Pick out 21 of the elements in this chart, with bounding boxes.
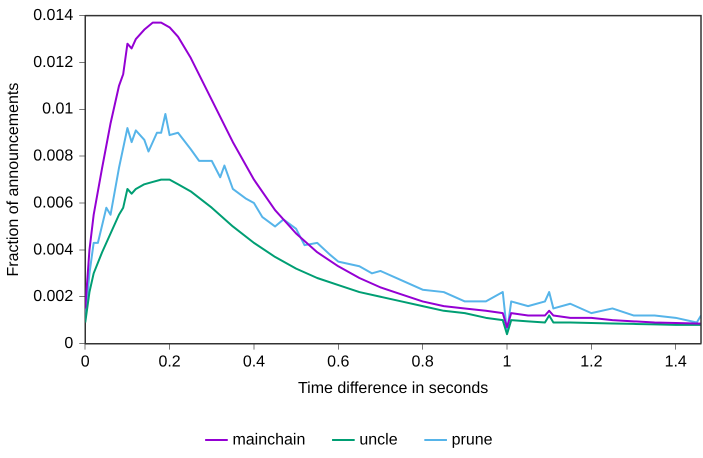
x-tick-label: 0.4 — [242, 354, 266, 371]
y-axis-title: Fraction of announcements — [5, 82, 22, 277]
legend-label: mainchain — [232, 431, 306, 448]
y-tick-label: 0.006 — [33, 194, 74, 212]
y-tick-label: 0.008 — [33, 148, 74, 165]
x-tick-label: 0 — [80, 354, 90, 371]
y-tick-label: 0.01 — [42, 100, 74, 118]
legend-label: prune — [452, 431, 493, 448]
y-tick-label: 0.014 — [33, 7, 74, 24]
legend-label: uncle — [359, 431, 398, 448]
x-tick-label: 0.8 — [412, 354, 434, 371]
x-tick-label: 1 — [502, 354, 512, 371]
y-tick-label: 0.012 — [33, 54, 74, 71]
x-tick-label: 0.6 — [327, 354, 350, 371]
x-tick-label: 1.4 — [664, 354, 687, 371]
y-tick-label: 0.002 — [33, 288, 74, 306]
x-tick-label: 0.2 — [158, 354, 181, 371]
x-tick-label: 1.2 — [580, 354, 603, 371]
y-tick-label: 0 — [64, 335, 74, 352]
y-tick-label: 0.004 — [33, 241, 74, 258]
x-axis-title: Time difference in seconds — [298, 380, 488, 397]
